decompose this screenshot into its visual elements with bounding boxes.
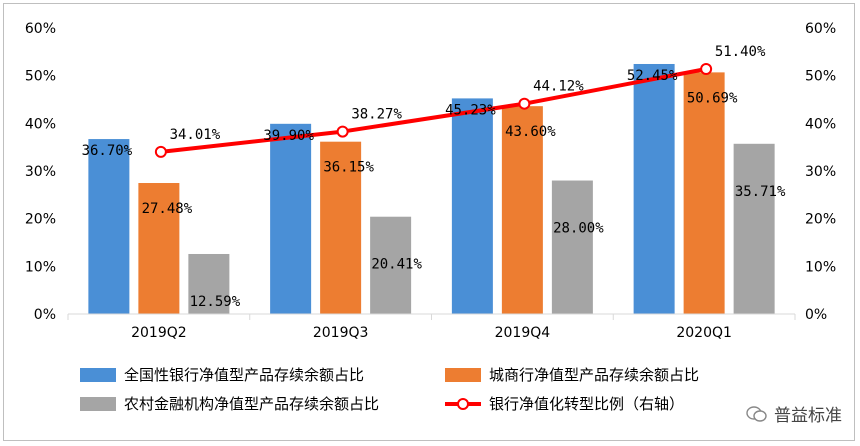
y2-tick-label: 0% (805, 307, 827, 323)
y2-tick-label: 40% (805, 116, 836, 132)
bar (633, 63, 675, 314)
line-data-label: 51.40% (715, 44, 766, 60)
line-marker (518, 97, 531, 110)
bar (270, 123, 312, 314)
x-tick-label: 2020Q1 (676, 325, 732, 341)
data-label: 12.59% (190, 294, 241, 310)
watermark-text: 普益标准 (774, 406, 842, 426)
y2-tick-label: 20% (805, 212, 836, 228)
watermark: 普益标准 (746, 401, 842, 426)
y2-tick-label: 10% (805, 259, 836, 275)
wechat-icon (746, 405, 767, 422)
bar (88, 139, 130, 314)
bar (501, 106, 543, 314)
y-tick-label: 10% (25, 259, 56, 275)
legend-label: 农村金融机构净值型产品存续余额占比 (124, 395, 379, 413)
y2-tick-label: 50% (805, 69, 836, 85)
y-tick-label: 50% (25, 69, 56, 85)
x-tick-label: 2019Q3 (313, 325, 369, 341)
x-tick-label: 2019Q2 (131, 325, 187, 341)
line-data-label: 34.01% (170, 127, 221, 143)
y-tick-label: 30% (25, 164, 56, 180)
bar (370, 216, 412, 314)
x-tick-label: 2019Q4 (495, 325, 551, 341)
y2-tick-label: 60% (805, 21, 836, 37)
data-label: 45.23% (445, 102, 496, 118)
legend-swatch (80, 368, 116, 382)
y-tick-label: 40% (25, 116, 56, 132)
line-marker (700, 62, 713, 75)
y-tick-label: 60% (25, 21, 56, 37)
line-data-label: 44.12% (533, 79, 584, 95)
bar (138, 183, 180, 314)
data-label: 43.60% (505, 124, 556, 140)
bar (733, 143, 775, 314)
line-series-group (154, 62, 713, 158)
data-label: 36.70% (82, 143, 133, 159)
data-label: 52.45% (627, 68, 678, 84)
data-label: 36.15% (323, 160, 374, 176)
bar (451, 98, 493, 315)
legend-swatch (80, 397, 116, 411)
data-label: 39.90% (263, 128, 314, 144)
y2-tick-label: 30% (805, 164, 836, 180)
legend-swatch (445, 368, 481, 382)
data-label: 27.48% (142, 201, 193, 217)
legend-line-marker (457, 398, 469, 410)
line-series (160, 67, 707, 154)
y-tick-label: 0% (34, 307, 56, 323)
data-label: 28.00% (553, 221, 604, 237)
legend-label: 银行净值化转型比例（右轴） (489, 395, 684, 413)
y-tick-label: 20% (25, 212, 56, 228)
legend-label: 全国性银行净值型产品存续余额占比 (124, 366, 364, 384)
data-label: 20.41% (371, 257, 422, 273)
bar (551, 180, 593, 314)
data-labels-group: 36.70% 39.90% 45.23% 52.45% 27.48% 36.15% 43.6… (82, 44, 786, 310)
bars-group (88, 63, 775, 315)
legend: 全国性银行净值型产品存续余额占比 城商行净值型产品存续余额占比农村金融机构净值型产… (80, 366, 699, 413)
data-label: 35.71% (735, 184, 786, 200)
bar (683, 72, 725, 314)
chart-frame (3, 3, 855, 441)
line-marker (336, 125, 349, 138)
line-data-label: 38.27% (351, 107, 402, 123)
bar (188, 253, 230, 314)
line-marker (154, 145, 167, 158)
data-label: 50.69% (687, 90, 738, 106)
bar (320, 141, 362, 314)
axes-group: 2019Q2 2019Q3 2019Q4 2020Q1 0% 10% 20% 30% 40% 50… (25, 21, 836, 341)
legend-label: 城商行净值型产品存续余额占比 (489, 366, 699, 384)
